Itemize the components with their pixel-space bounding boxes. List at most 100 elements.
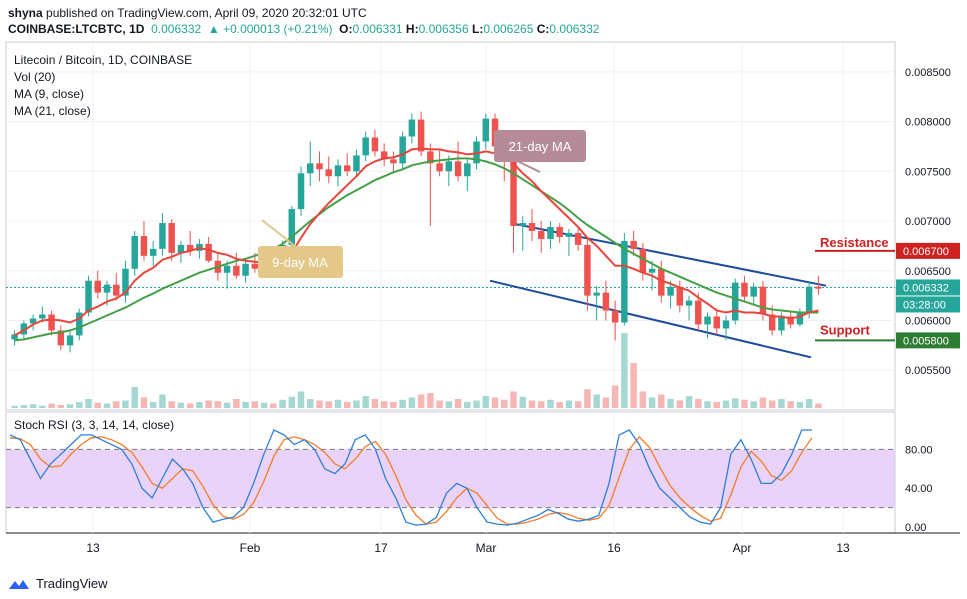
candle xyxy=(556,223,563,243)
candle xyxy=(685,295,693,321)
candle xyxy=(445,155,453,187)
candle xyxy=(325,156,332,184)
volume-bar xyxy=(741,399,748,408)
candle xyxy=(704,312,711,339)
candle-body xyxy=(20,323,28,335)
candle-body xyxy=(676,286,684,306)
volume-bar xyxy=(242,402,249,408)
chart-title: Litecoin / Bitcoin, 1D, COINBASE xyxy=(14,53,193,67)
volume-bar xyxy=(334,399,342,408)
candle xyxy=(768,305,776,336)
candle-body xyxy=(574,232,582,245)
volume-bar xyxy=(695,399,702,408)
publication-line: shyna published on TradingView.com, Apri… xyxy=(8,6,367,20)
candle xyxy=(436,149,443,177)
volume-bar xyxy=(233,399,240,408)
volume-bar xyxy=(251,401,259,408)
candle-body xyxy=(528,223,536,231)
volume-bar xyxy=(140,397,148,408)
volume-bar xyxy=(159,394,166,408)
volume-bar xyxy=(621,333,628,408)
volume-bar xyxy=(353,400,360,408)
candle xyxy=(815,275,822,295)
volume-bar xyxy=(722,400,730,408)
volume-bar xyxy=(676,400,684,408)
volume-bar xyxy=(214,401,222,408)
volume-bar xyxy=(168,401,175,408)
candle xyxy=(584,238,591,311)
publication-info: published on TradingView.com, April 09, … xyxy=(42,6,367,20)
volume-bar xyxy=(57,405,65,408)
time-tick-label: Feb xyxy=(240,541,261,555)
volume-bar xyxy=(66,404,74,408)
candle xyxy=(667,280,674,309)
open-value: 0.006331 xyxy=(352,22,403,36)
candle xyxy=(399,131,406,170)
time-tick-label: Apr xyxy=(733,541,752,555)
candle-body xyxy=(380,151,388,160)
candle-body xyxy=(325,169,332,177)
candle-body xyxy=(66,335,74,346)
volume-bar xyxy=(593,394,600,408)
volume-bar xyxy=(131,387,138,408)
volume-bar xyxy=(713,402,720,408)
candle xyxy=(233,252,240,279)
candle xyxy=(362,131,369,162)
candle xyxy=(168,219,175,261)
candle-body xyxy=(768,314,776,331)
volume-bar xyxy=(519,396,526,408)
brand-name: TradingView xyxy=(36,576,108,591)
price-tick-label: 0.006500 xyxy=(905,266,951,278)
candle-body xyxy=(371,137,379,152)
last-price-badge-bg xyxy=(896,279,960,296)
candle xyxy=(565,228,573,256)
volume-bar xyxy=(805,399,813,408)
volume-bar xyxy=(574,401,582,408)
candle-body xyxy=(704,316,711,325)
volume-bar xyxy=(307,399,314,408)
volume-bar xyxy=(667,399,674,408)
countdown-badge: 03:28:00 xyxy=(903,299,946,311)
stoch-tick-label: 80.00 xyxy=(905,444,933,456)
candle xyxy=(510,149,517,253)
candle-body xyxy=(76,312,83,336)
candle-body xyxy=(251,263,259,269)
volume-bar xyxy=(408,397,416,408)
volume-bars xyxy=(11,333,822,408)
tradingview-brand[interactable]: TradingView xyxy=(8,576,108,591)
price-tick-label: 0.007500 xyxy=(905,166,951,178)
volume-bar xyxy=(648,397,656,408)
candle-body xyxy=(186,244,194,251)
candle-body xyxy=(537,230,545,239)
symbol-name: COINBASE:LTCBTC, 1D xyxy=(8,22,145,36)
candle-body xyxy=(399,136,406,164)
volume-bar xyxy=(205,400,212,408)
candle xyxy=(223,260,231,289)
ma21-legend: MA (21, close) xyxy=(14,104,91,118)
candle-body xyxy=(445,161,453,172)
candle xyxy=(741,275,748,303)
volume-bar xyxy=(750,401,757,408)
candle-body xyxy=(658,268,665,296)
volume-bar xyxy=(565,400,573,408)
candle-body xyxy=(584,244,591,296)
volume-bar xyxy=(528,400,536,408)
candle-body xyxy=(436,163,443,172)
candle-body xyxy=(639,248,647,273)
candle-body xyxy=(39,314,46,319)
candle xyxy=(177,240,185,263)
candle xyxy=(574,226,582,251)
candle xyxy=(66,330,74,353)
candle xyxy=(149,240,157,266)
candle-body xyxy=(307,163,314,174)
volume-bar xyxy=(639,391,647,408)
volume-bar xyxy=(279,399,286,408)
countdown-badge-bg xyxy=(896,296,960,313)
volume-bar xyxy=(537,401,545,408)
candle-body xyxy=(288,209,296,245)
time-tick-label: 13 xyxy=(836,541,850,555)
stoch-rsi-legend: Stoch RSI (3, 3, 14, 14, close) xyxy=(14,418,175,432)
last-price-badge: 0.006332 xyxy=(903,282,949,294)
candle-body xyxy=(565,232,573,237)
